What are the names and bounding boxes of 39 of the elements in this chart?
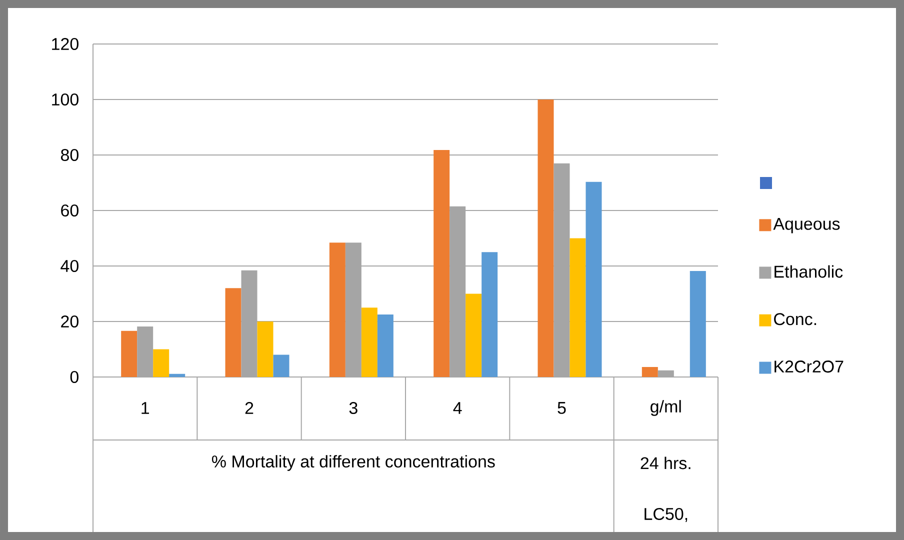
legend-label: K2Cr2O7 (774, 360, 844, 373)
bar (361, 308, 378, 377)
bar (482, 252, 498, 377)
text: 24 hrs. (640, 456, 690, 470)
x-tick-label: 2 (245, 402, 254, 414)
y-tick-label: 120 (52, 38, 78, 50)
bar (257, 321, 274, 377)
bar (434, 150, 450, 377)
y-tick-label: 60 (61, 204, 78, 217)
bar (137, 326, 154, 377)
legend-label: Conc. (774, 313, 816, 326)
bar (273, 354, 290, 377)
bar (570, 238, 586, 377)
bar (225, 288, 242, 377)
bar (658, 370, 674, 377)
bar (466, 294, 482, 377)
bar (169, 374, 186, 377)
y-tick-label: 80 (60, 148, 78, 162)
bar (329, 242, 346, 377)
text: LC50, (644, 508, 688, 522)
x-tick-label: 1 (142, 402, 149, 414)
bar (586, 182, 602, 377)
x-tick-label: g/ml (650, 400, 681, 416)
x-tick-label: 3 (349, 402, 358, 414)
bar (153, 349, 170, 377)
bar (690, 270, 706, 377)
x-tick-label: 5 (558, 402, 566, 414)
x-tick-label: 4 (453, 402, 462, 414)
legend-label: Ethanolic (774, 265, 843, 278)
text: % Mortality at different concentrations (212, 455, 495, 471)
bar (538, 99, 554, 377)
y-tick-label: 20 (61, 315, 78, 328)
bar (642, 366, 658, 377)
y-tick-label: 40 (60, 260, 78, 272)
bar (377, 314, 394, 377)
y-tick-label: 0 (70, 370, 78, 384)
bar (121, 330, 138, 377)
legend-label: Aqueous (773, 218, 840, 234)
y-tick-label: 100 (52, 93, 78, 106)
